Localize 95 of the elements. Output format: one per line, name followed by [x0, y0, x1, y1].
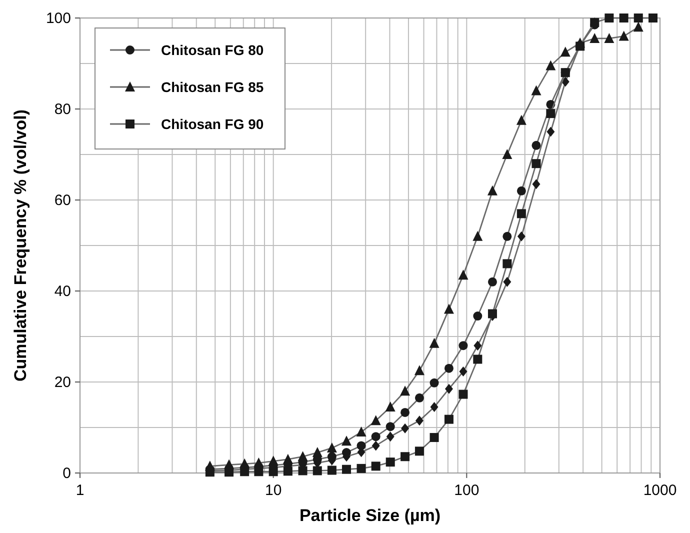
y-tick-label: 40 — [54, 283, 71, 300]
point — [458, 341, 468, 350]
point — [400, 408, 410, 417]
point — [444, 414, 454, 424]
point — [240, 467, 250, 476]
point — [401, 423, 410, 434]
point — [532, 159, 541, 168]
point — [327, 466, 336, 475]
point — [458, 390, 468, 399]
point — [472, 230, 483, 241]
x-tick-label: 10 — [264, 482, 282, 499]
point — [517, 231, 526, 242]
point — [546, 60, 556, 70]
point — [546, 109, 556, 118]
point — [326, 442, 337, 452]
y-axis-title: Cumulative Frequency % (vol/vol) — [11, 109, 30, 382]
point — [371, 462, 380, 471]
point — [298, 466, 308, 476]
point — [254, 467, 264, 476]
point — [546, 126, 555, 137]
x-tick-label: 1000 — [643, 482, 677, 499]
point — [619, 14, 628, 22]
x-tick-label: 100 — [454, 482, 480, 499]
point — [532, 179, 540, 190]
point — [560, 68, 570, 78]
point — [414, 446, 424, 456]
point — [298, 451, 308, 462]
point — [503, 276, 512, 287]
point — [268, 456, 278, 466]
point — [254, 457, 264, 468]
point — [385, 402, 396, 412]
point — [386, 432, 394, 442]
point — [473, 312, 482, 321]
point — [516, 209, 526, 218]
point — [634, 14, 643, 22]
point — [341, 436, 352, 446]
point — [604, 32, 614, 43]
point — [633, 22, 644, 32]
point — [488, 309, 497, 318]
point — [487, 185, 498, 196]
point — [590, 32, 600, 43]
point — [458, 270, 468, 280]
y-tick-label: 60 — [54, 192, 71, 209]
point — [400, 452, 410, 462]
point — [604, 14, 614, 22]
point — [414, 393, 424, 402]
point — [430, 378, 439, 388]
point — [370, 415, 381, 426]
legend-label: Chitosan FG 90 — [161, 116, 264, 132]
point — [618, 30, 629, 41]
point — [356, 464, 366, 473]
point — [516, 114, 526, 125]
point — [561, 76, 570, 87]
point — [474, 340, 482, 351]
legend-label: Chitosan FG 80 — [161, 42, 264, 58]
point — [356, 441, 366, 450]
point — [400, 386, 410, 396]
point — [268, 467, 278, 476]
point — [473, 354, 482, 364]
point — [356, 426, 366, 437]
point — [312, 447, 322, 458]
y-tick-label: 0 — [62, 465, 71, 482]
point — [459, 366, 468, 377]
point — [531, 85, 542, 96]
point — [429, 338, 440, 348]
point — [444, 304, 454, 314]
point — [516, 186, 526, 196]
point — [430, 433, 439, 442]
y-tick-label: 80 — [54, 101, 71, 118]
point — [444, 384, 453, 394]
point — [342, 464, 351, 474]
point — [386, 458, 395, 467]
point — [532, 140, 541, 150]
point — [502, 149, 512, 159]
point — [430, 402, 438, 412]
point — [502, 259, 512, 268]
point — [282, 454, 293, 464]
point — [224, 468, 234, 477]
point — [648, 14, 658, 22]
legend-label: Chitosan FG 85 — [161, 79, 264, 95]
point — [371, 432, 380, 442]
point — [444, 364, 454, 373]
point — [283, 466, 292, 476]
point — [312, 466, 322, 476]
point — [386, 422, 395, 432]
point — [560, 46, 570, 57]
point — [414, 365, 424, 376]
x-tick-label: 1 — [76, 482, 84, 499]
point — [372, 440, 380, 451]
point — [415, 416, 424, 426]
point — [488, 277, 497, 286]
y-tick-label: 20 — [54, 374, 71, 391]
point — [502, 232, 512, 241]
x-axis-title: Particle Size (µm) — [299, 506, 441, 525]
y-tick-label: 100 — [46, 10, 71, 27]
